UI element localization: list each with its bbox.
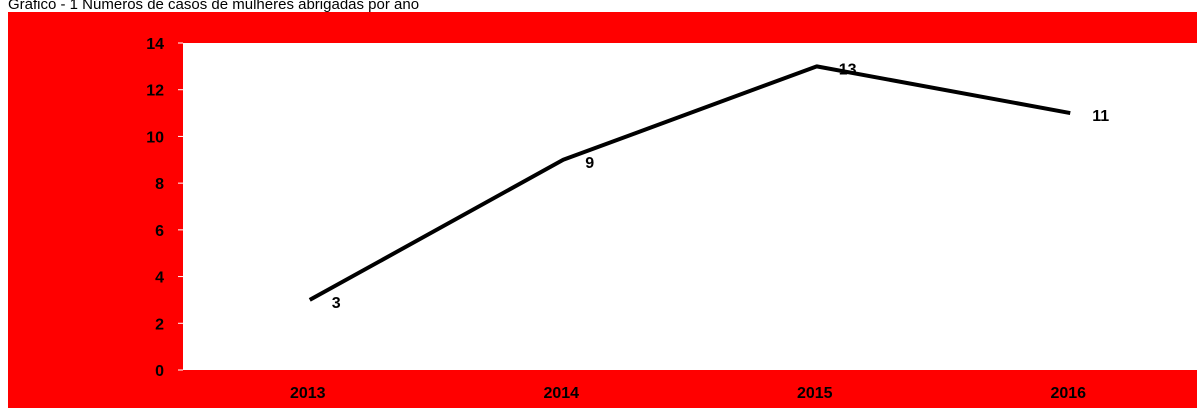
y-tick-label: 8 — [155, 176, 164, 193]
y-tick-label: 0 — [155, 363, 164, 380]
y-tick-label: 6 — [155, 223, 164, 240]
chart-title: Gráfico - 1 Números de casos de mulheres… — [8, 0, 419, 13]
plot-area — [183, 43, 1197, 370]
data-label: 11 — [1092, 108, 1109, 125]
data-label: 9 — [585, 155, 594, 172]
y-tick-label: 12 — [146, 83, 164, 100]
y-tick-label: 10 — [146, 129, 164, 146]
y-tick-label: 14 — [146, 36, 164, 53]
x-tick-label: 2015 — [797, 385, 833, 402]
x-tick-label: 2014 — [543, 385, 579, 402]
y-tick-label: 2 — [155, 316, 164, 333]
data-line — [308, 64, 1071, 302]
y-tick-label: 4 — [155, 270, 164, 287]
data-label: 3 — [332, 295, 341, 312]
x-tick-label: 2016 — [1050, 385, 1086, 402]
x-tick-label: 2013 — [290, 385, 326, 402]
data-label: 13 — [839, 61, 857, 78]
